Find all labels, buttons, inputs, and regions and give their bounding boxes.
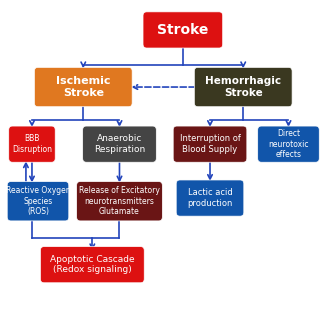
Text: Interruption of
Blood Supply: Interruption of Blood Supply (180, 134, 240, 154)
Text: Release of Excitatory
neurotransmitters
Glutamate: Release of Excitatory neurotransmitters … (79, 186, 160, 216)
FancyBboxPatch shape (76, 181, 162, 221)
FancyBboxPatch shape (176, 180, 244, 216)
Text: Reactive Oxygen
Species
(ROS): Reactive Oxygen Species (ROS) (6, 186, 70, 216)
FancyBboxPatch shape (173, 126, 247, 162)
FancyBboxPatch shape (258, 126, 319, 162)
FancyBboxPatch shape (143, 12, 223, 48)
Text: Stroke: Stroke (157, 23, 209, 37)
FancyBboxPatch shape (40, 247, 144, 283)
FancyBboxPatch shape (9, 126, 55, 162)
FancyBboxPatch shape (194, 68, 292, 107)
FancyBboxPatch shape (83, 126, 156, 162)
Text: Direct
neurotoxic
effects: Direct neurotoxic effects (268, 129, 309, 159)
Text: Hemorrhagic
Stroke: Hemorrhagic Stroke (205, 76, 281, 98)
Text: Anaerobic
Respiration: Anaerobic Respiration (94, 134, 145, 154)
FancyBboxPatch shape (7, 181, 69, 221)
Text: Ischemic
Stroke: Ischemic Stroke (56, 76, 110, 98)
Text: Apoptotic Cascade
(Redox signaling): Apoptotic Cascade (Redox signaling) (50, 255, 135, 274)
Text: Lactic acid
production: Lactic acid production (187, 188, 233, 208)
Text: BBB
Disruption: BBB Disruption (12, 134, 52, 154)
FancyBboxPatch shape (34, 68, 132, 107)
